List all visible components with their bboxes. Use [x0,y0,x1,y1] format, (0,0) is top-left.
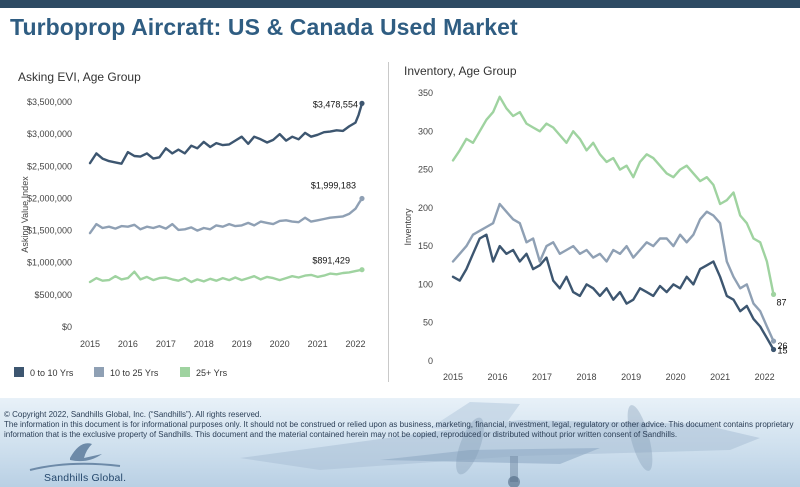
inv-y-tick-label: 50 [423,318,433,328]
heron-logo-icon [70,443,102,462]
brand-name: Sandhills Global. [44,472,127,484]
inv-series-end-point-0 [770,346,777,353]
inv-x-tick-label: 2017 [532,372,552,382]
right-chart-title: Inventory, Age Group [404,64,517,78]
inv-series-line-2 [451,95,775,296]
evi-x-tick-label: 2022 [346,339,366,349]
inv-x-tick-label: 2021 [710,372,730,382]
inv-x-tick-label: 2020 [666,372,686,382]
inv-x-tick-label: 2015 [443,372,463,382]
evi-y-tick-label: $1,000,000 [27,258,72,268]
disclaimer-text: The information in this document is for … [4,420,794,439]
legend-swatch-0-10 [14,367,24,377]
inv-y-tick-label: 350 [418,88,433,98]
evi-series-end-point-0 [359,100,365,106]
legend-label-25-plus: 25+ Yrs [196,368,228,378]
evi-series-line-1 [88,197,364,235]
copyright-line: © Copyright 2022, Sandhills Global, Inc.… [4,410,262,419]
inv-x-tick-label: 2018 [577,372,597,382]
evi-series-line-0 [88,102,364,165]
inv-x-tick-label: 2022 [755,372,775,382]
evi-data-label-2: $891,429 [312,256,350,266]
inv-series-line-1 [451,202,775,343]
evi-y-tick-label: $1,500,000 [27,226,72,236]
inv-data-label-1: 26 [778,341,788,351]
asking-evi-chart: $0 $500,000 $1,000,000 $1,500,000 $2,000,000… [20,97,366,349]
evi-series-end-point-1 [359,195,365,202]
copyright-notice: © Copyright 2022, Sandhills Global, Inc.… [4,410,794,440]
page-title: Turboprop Aircraft: US & Canada Used Mar… [10,14,518,40]
inv-data-label-0: 15 [778,346,788,356]
inv-y-tick-label: 0 [428,356,433,366]
evi-x-tick-label: 2016 [118,339,138,349]
inv-y-tick-label: 200 [418,203,433,213]
legend-label-10-25: 10 to 25 Yrs [110,368,159,378]
inv-series-line-0 [451,233,775,351]
inv-y-tick-label: 300 [418,126,433,136]
legend-label-0-10: 0 to 10 Yrs [30,368,74,378]
inv-series-end-point-1 [770,338,777,344]
evi-x-tick-label: 2018 [194,339,214,349]
evi-x-tick-label: 2021 [308,339,328,349]
evi-y-tick-label: $2,500,000 [27,161,72,171]
evi-series-line-2 [88,268,364,284]
legend-item-10-25: 10 to 25 Yrs [94,367,158,378]
inv-y-tick-label: 250 [418,165,433,175]
inv-y-tick-label: 150 [418,241,433,251]
evi-y-tick-label: $3,000,000 [27,129,72,139]
inv-data-label-2: 87 [777,297,787,307]
inv-x-tick-label: 2019 [621,372,641,382]
evi-y-axis-title: Asking Value Index [20,176,30,253]
airplane-illustration [29,402,760,487]
evi-y-tick-label: $500,000 [34,290,72,300]
inv-y-tick-label: 100 [418,279,433,289]
evi-data-label-0: $3,478,554 [313,99,358,109]
evi-y-tick-label: $2,000,000 [27,193,72,203]
legend-swatch-25-plus [180,367,190,377]
legend-item-0-10: 0 to 10 Yrs [14,367,73,378]
evi-x-tick-label: 2015 [80,339,100,349]
inventory-chart: 0 50 100 150 200 250 300 350 2015 2016 2017 2018 201… [403,88,788,382]
evi-x-tick-label: 2019 [232,339,252,349]
footer-banner [0,398,800,487]
legend-item-25-plus: 25+ Yrs [180,367,227,378]
legend-swatch-10-25 [94,367,104,377]
evi-x-tick-label: 2020 [270,339,290,349]
inv-y-axis-title: Inventory [403,208,413,246]
evi-series-end-point-2 [359,267,365,273]
left-chart-title: Asking EVI, Age Group [18,70,141,84]
top-accent-bar [0,0,800,8]
inv-series-end-point-2 [770,291,777,297]
evi-x-tick-label: 2017 [156,339,176,349]
evi-data-label-1: $1,999,183 [311,180,356,190]
panel-divider [388,62,389,382]
inv-x-tick-label: 2016 [488,372,508,382]
evi-y-tick-label: $0 [62,322,72,332]
evi-y-tick-label: $3,500,000 [27,97,72,107]
